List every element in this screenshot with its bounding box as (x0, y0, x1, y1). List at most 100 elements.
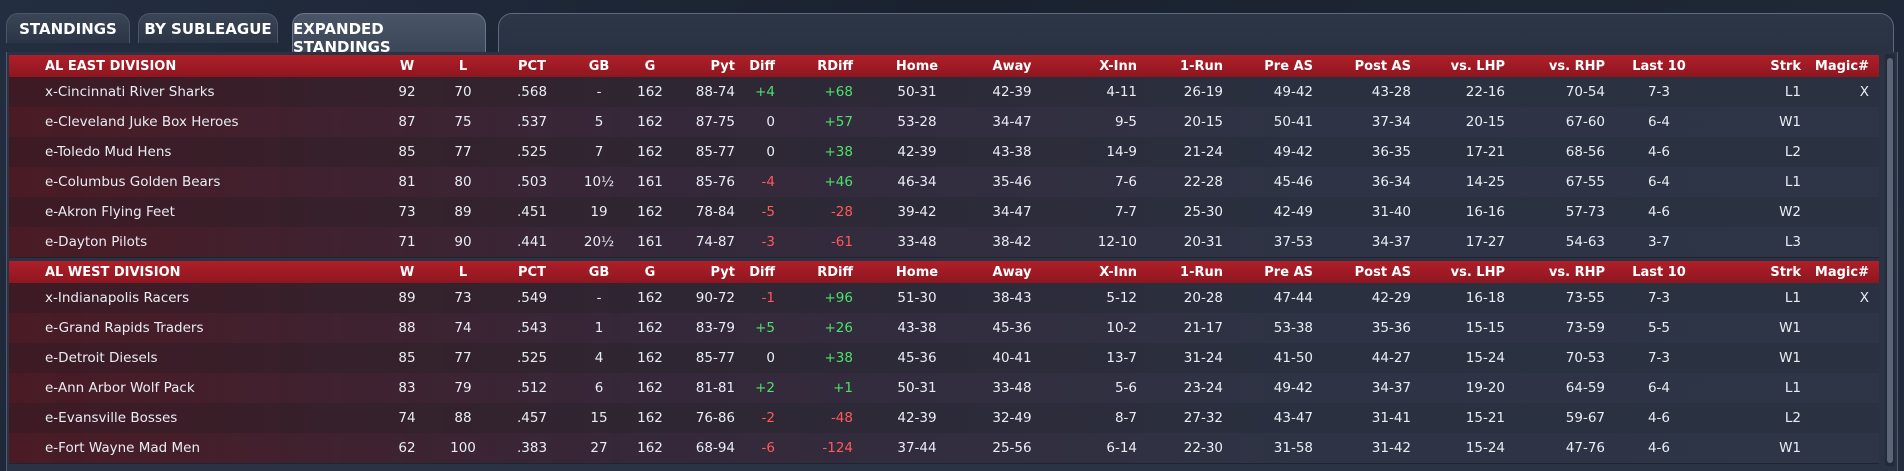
team-row[interactable]: x-Indianapolis Racers 89 73 .549 - 162 90-72 -1… (9, 283, 1879, 314)
stat-home: 53-28 (897, 114, 937, 130)
team-row[interactable]: x-Cincinnati River Sharks 92 70 .568 - 162 88-… (9, 77, 1879, 108)
stat-away: 42-39 (992, 84, 1032, 100)
division-header[interactable]: AL WEST DIVISION W L PCT GB G Pyt Diff RDiff Home… (9, 261, 1879, 283)
stat-home: 46-34 (897, 174, 937, 190)
team-name-link[interactable]: e-Dayton Pilots (45, 234, 148, 250)
team-row[interactable]: e-Columbus Golden Bears 81 80 .503 10½ 161 85-… (9, 167, 1879, 198)
stat-pct: .568 (516, 84, 548, 100)
stat-pyt: 76-86 (695, 410, 735, 426)
column-header-magic: Magic# (1814, 58, 1869, 74)
stat-w: 88 (398, 320, 416, 336)
team-name-link[interactable]: e-Ann Arbor Wolf Pack (45, 380, 195, 396)
stat-last10: 4-6 (1647, 440, 1671, 456)
tab-by-subleague[interactable]: BY SUBLEAGUE (138, 13, 278, 43)
stat-pyt: 88-74 (695, 84, 735, 100)
stat-away: 40-41 (992, 350, 1032, 366)
stat-away: 32-49 (992, 410, 1032, 426)
team-name-link[interactable]: x-Indianapolis Racers (45, 290, 190, 306)
team-name-link[interactable]: e-Detroit Diesels (45, 350, 158, 366)
tab-standings[interactable]: STANDINGS (6, 13, 130, 43)
stat-magic (1807, 403, 1869, 433)
stat-vsrhp: 57-73 (1565, 204, 1605, 220)
stat-preas: 31-58 (1273, 440, 1313, 456)
stat-vsrhp: 67-55 (1565, 174, 1605, 190)
stat-rdiff: -124 (822, 440, 853, 456)
stat-vsrhp: 73-55 (1565, 290, 1605, 306)
scrollbar-thumb[interactable] (1887, 58, 1893, 463)
team-row[interactable]: e-Toledo Mud Hens 85 77 .525 7 162 85-77 0 +38 42… (9, 137, 1879, 168)
stat-diff: 0 (766, 350, 775, 366)
column-header-l: L (458, 264, 468, 280)
stat-g: 161 (637, 174, 663, 190)
stat-l: 100 (450, 440, 476, 456)
stat-onerun: 20-28 (1183, 290, 1223, 306)
stat-magic (1807, 227, 1869, 257)
column-header-w: W (399, 58, 415, 74)
stat-last10: 5-5 (1647, 320, 1671, 336)
stat-l: 88 (454, 410, 472, 426)
column-header-strk: Strk (1770, 264, 1801, 280)
stat-pyt: 85-77 (695, 350, 735, 366)
column-header-pct: PCT (518, 58, 546, 74)
column-header-w: W (399, 264, 415, 280)
team-name-link[interactable]: e-Akron Flying Feet (45, 204, 175, 220)
team-name-link[interactable]: e-Toledo Mud Hens (45, 144, 172, 160)
stat-away: 25-56 (992, 440, 1032, 456)
column-header-pyt: Pyt (710, 264, 735, 280)
team-name-link[interactable]: e-Fort Wayne Mad Men (45, 440, 201, 456)
stat-w: 92 (398, 84, 416, 100)
stat-vslhp: 14-25 (1465, 174, 1505, 190)
stat-pyt: 78-84 (695, 204, 735, 220)
team-name-link[interactable]: e-Grand Rapids Traders (45, 320, 204, 336)
stat-xinn: 9-5 (1114, 114, 1137, 130)
stat-w: 85 (398, 144, 416, 160)
stat-rdiff: +46 (824, 174, 854, 190)
stat-xinn: 5-6 (1114, 380, 1137, 396)
stat-home: 50-31 (897, 380, 937, 396)
stat-onerun: 21-17 (1183, 320, 1223, 336)
stat-postas: 44-27 (1371, 350, 1411, 366)
team-name-link[interactable]: e-Cleveland Juke Box Heroes (45, 114, 239, 130)
team-row[interactable]: e-Grand Rapids Traders 88 74 .543 1 162 83-79 +… (9, 313, 1879, 344)
stat-vsrhp: 70-53 (1565, 350, 1605, 366)
stat-diff: -6 (761, 440, 775, 456)
team-row[interactable]: e-Detroit Diesels 85 77 .525 4 162 85-77 0 +38 45… (9, 343, 1879, 374)
team-name-link[interactable]: e-Evansville Bosses (45, 410, 178, 426)
vertical-scrollbar[interactable] (1885, 54, 1895, 466)
team-row[interactable]: e-Cleveland Juke Box Heroes 87 75 .537 5 162 8… (9, 107, 1879, 138)
column-header-last10: Last 10 (1632, 58, 1686, 74)
stat-w: 81 (398, 174, 416, 190)
stat-gb: 4 (594, 350, 604, 366)
stat-w: 74 (398, 410, 416, 426)
stat-diff: -2 (761, 410, 775, 426)
stat-diff: +5 (755, 320, 775, 336)
stat-onerun: 22-30 (1183, 440, 1223, 456)
team-row[interactable]: e-Evansville Bosses 74 88 .457 15 162 76-86 -2 -… (9, 403, 1879, 434)
stat-last10: 6-4 (1647, 174, 1671, 190)
stat-preas: 47-44 (1273, 290, 1313, 306)
stat-magic: X (1859, 84, 1869, 100)
stat-xinn: 5-12 (1106, 290, 1137, 306)
team-row[interactable]: e-Ann Arbor Wolf Pack 83 79 .512 6 162 81-81 +2… (9, 373, 1879, 404)
team-row[interactable]: e-Fort Wayne Mad Men 62 100 .383 27 162 68-94 -… (9, 433, 1879, 464)
stat-preas: 43-47 (1273, 410, 1313, 426)
team-name-link[interactable]: x-Cincinnati River Sharks (45, 84, 215, 100)
column-header-magic: Magic# (1814, 264, 1869, 280)
team-name-link[interactable]: e-Columbus Golden Bears (45, 174, 221, 190)
stat-pyt: 90-72 (695, 290, 735, 306)
stat-xinn: 4-11 (1106, 84, 1137, 100)
stat-w: 87 (398, 114, 416, 130)
stat-gb: 5 (594, 114, 604, 130)
stat-strk: W2 (1779, 204, 1801, 220)
team-row[interactable]: e-Dayton Pilots 71 90 .441 20½ 161 74-87 -3 -61 3… (9, 227, 1879, 258)
tab-expanded-standings[interactable]: EXPANDED STANDINGS (292, 13, 486, 56)
stat-rdiff: +68 (824, 84, 854, 100)
stat-postas: 31-40 (1371, 204, 1411, 220)
stat-xinn: 7-6 (1114, 174, 1137, 190)
stat-postas: 35-36 (1371, 320, 1411, 336)
column-header-away: Away (992, 58, 1032, 74)
division-header[interactable]: AL EAST DIVISION W L PCT GB G Pyt Diff RDiff Home… (9, 55, 1879, 77)
team-row[interactable]: e-Akron Flying Feet 73 89 .451 19 162 78-84 -5 -… (9, 197, 1879, 228)
stat-gb: 7 (594, 144, 604, 160)
stat-home: 45-36 (897, 350, 937, 366)
